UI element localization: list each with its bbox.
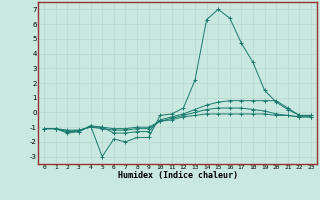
X-axis label: Humidex (Indice chaleur): Humidex (Indice chaleur) <box>118 171 238 180</box>
